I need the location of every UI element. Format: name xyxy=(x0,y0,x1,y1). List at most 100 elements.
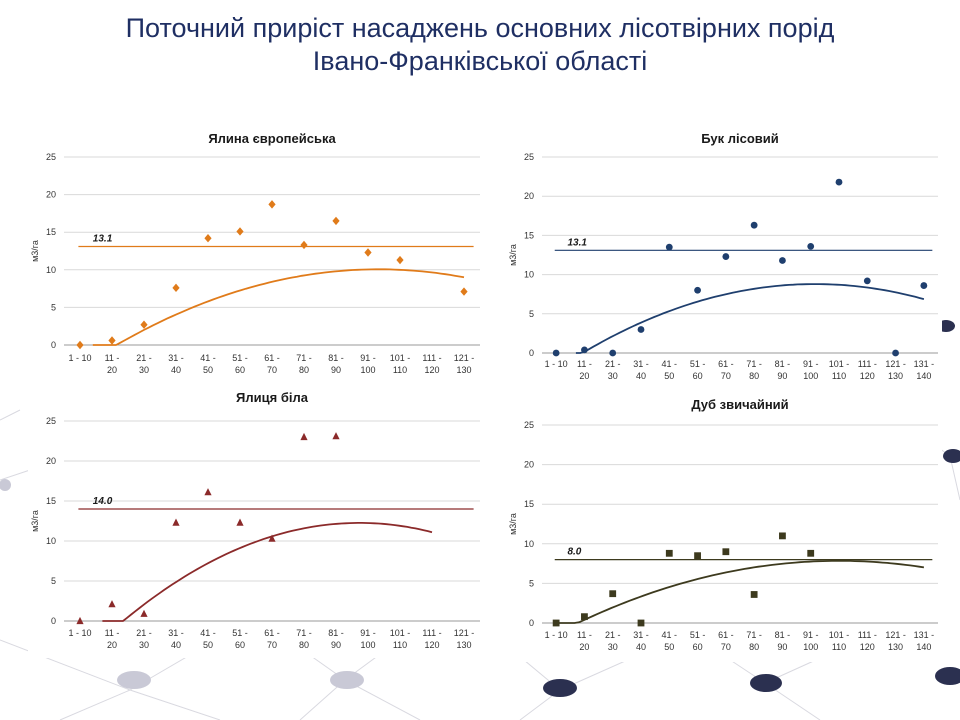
x-tick-label: 21 -30 xyxy=(605,359,621,381)
y-tick-label: 0 xyxy=(51,616,56,626)
chart-spruce: Ялина європейська 0 5 10 15 20 25 м3/га 1 - 10 11… xyxy=(30,131,480,375)
x-tick-label: 81 -90 xyxy=(328,353,344,375)
y-tick-label: 15 xyxy=(46,496,56,506)
page-title-line2: Івано-Франківської області xyxy=(312,46,648,76)
x-tick-label: 51 -60 xyxy=(232,353,248,375)
y-tick-label: 5 xyxy=(51,302,56,312)
x-tick-label: 111 -120 xyxy=(858,359,877,381)
x-tick-label: 31 -40 xyxy=(633,630,649,652)
data-point xyxy=(920,282,928,289)
x-tick-label: 31 -40 xyxy=(168,353,184,375)
x-tick-label: 41 -50 xyxy=(200,353,216,375)
x-tick-label: 1 - 10 xyxy=(545,359,568,369)
data-point xyxy=(300,240,308,250)
data-point xyxy=(236,227,244,236)
data-point xyxy=(581,613,588,621)
data-point xyxy=(236,518,244,526)
y-tick-label: 20 xyxy=(524,460,534,470)
y-tick-label: 5 xyxy=(529,309,534,319)
y-tick-label: 10 xyxy=(524,270,534,280)
y-tick-label: 0 xyxy=(529,618,534,628)
y-tick-label: 10 xyxy=(46,536,56,546)
y-tick-label: 15 xyxy=(524,230,534,240)
data-point xyxy=(863,277,871,285)
data-point xyxy=(140,320,148,329)
data-point xyxy=(722,253,730,260)
x-tick-label: 91 -100 xyxy=(360,353,376,375)
chart-panel-oak: Дуб звичайний 0 5 10 15 20 25 м3/га 1 - 10 11 -20… xyxy=(498,394,942,662)
data-point xyxy=(609,349,617,357)
data-point xyxy=(892,349,899,357)
data-point xyxy=(332,432,340,440)
y-tick-label: 20 xyxy=(524,191,534,201)
x-tick-label: 111 -120 xyxy=(422,628,441,650)
trend-line xyxy=(575,283,925,354)
average-label: 14.0 xyxy=(93,496,113,507)
x-tick-label: 51 -60 xyxy=(690,630,706,652)
x-tick-label: 1 - 10 xyxy=(68,628,91,638)
data-point xyxy=(665,549,673,557)
y-tick-label: 0 xyxy=(529,348,534,358)
x-tick-label: 71 -80 xyxy=(296,353,312,375)
y-tick-label: 25 xyxy=(524,420,534,430)
data-point xyxy=(779,532,786,540)
x-tick-label: 41 -50 xyxy=(200,628,216,650)
x-tick-label: 81 -90 xyxy=(775,630,791,652)
y-tick-label: 5 xyxy=(529,578,534,588)
data-point xyxy=(396,255,404,265)
page-title-line1: Поточний приріст насаджень основних лісо… xyxy=(125,13,835,43)
x-tick-label: 31 -40 xyxy=(168,628,184,650)
x-tick-label: 121 -130 xyxy=(454,628,475,650)
data-point xyxy=(140,609,148,617)
data-point xyxy=(750,591,758,598)
x-tick-label: 21 -30 xyxy=(136,628,152,650)
data-point xyxy=(552,349,560,357)
chart-panel-spruce: Ялина європейська 0 5 10 15 20 25 м3/га 1 - 10 11… xyxy=(28,125,496,387)
x-tick-label: 101 -110 xyxy=(829,630,850,652)
x-tick-label: 1 - 10 xyxy=(68,353,91,363)
data-point xyxy=(364,248,372,257)
page-title: Поточний приріст насаджень основних лісо… xyxy=(0,12,960,78)
x-tick-label: 41 -50 xyxy=(662,630,678,652)
x-tick-label: 21 -30 xyxy=(136,353,152,375)
x-tick-label: 11 -20 xyxy=(105,628,120,650)
x-tick-label: 101 -110 xyxy=(390,628,411,650)
x-tick-label: 81 -90 xyxy=(328,628,344,650)
average-label: 13.1 xyxy=(567,237,587,248)
x-tick-label: 131 -140 xyxy=(914,630,935,652)
data-point xyxy=(807,242,815,250)
average-label: 13.1 xyxy=(93,233,113,244)
data-point xyxy=(665,243,673,251)
x-tick-label: 11 -20 xyxy=(577,359,592,381)
data-point xyxy=(807,549,815,557)
chart-title: Ялиця біла xyxy=(236,390,309,405)
y-tick-label: 25 xyxy=(46,152,56,162)
y-axis-label: м3/га xyxy=(508,244,518,266)
data-point xyxy=(108,600,116,608)
x-tick-label: 51 -60 xyxy=(232,628,248,650)
x-tick-label: 101 -110 xyxy=(829,359,850,381)
data-point xyxy=(268,200,276,209)
x-tick-label: 131 -140 xyxy=(914,359,935,381)
x-tick-label: 121 -130 xyxy=(885,359,906,381)
x-tick-label: 91 -100 xyxy=(803,359,819,381)
data-point xyxy=(835,178,843,186)
data-point xyxy=(779,257,786,264)
data-point xyxy=(460,287,468,296)
x-tick-label: 31 -40 xyxy=(633,359,649,381)
chart-panel-beech: Бук лісовий 0 5 10 15 20 25 м3/га 1 - 10 11 -20 21… xyxy=(498,125,942,393)
x-tick-label: 61 -70 xyxy=(264,353,280,375)
x-tick-label: 91 -100 xyxy=(360,628,376,650)
x-tick-label: 101 -110 xyxy=(390,353,411,375)
x-tick-label: 41 -50 xyxy=(662,359,678,381)
x-tick-label: 121 -130 xyxy=(885,630,906,652)
y-tick-label: 10 xyxy=(524,539,534,549)
x-tick-label: 61 -70 xyxy=(718,359,734,381)
y-tick-label: 15 xyxy=(524,499,534,509)
x-tick-label: 71 -80 xyxy=(746,359,762,381)
y-tick-label: 20 xyxy=(46,456,56,466)
y-tick-label: 5 xyxy=(51,576,56,586)
x-tick-label: 51 -60 xyxy=(690,359,706,381)
x-tick-label: 1 - 10 xyxy=(545,630,568,640)
